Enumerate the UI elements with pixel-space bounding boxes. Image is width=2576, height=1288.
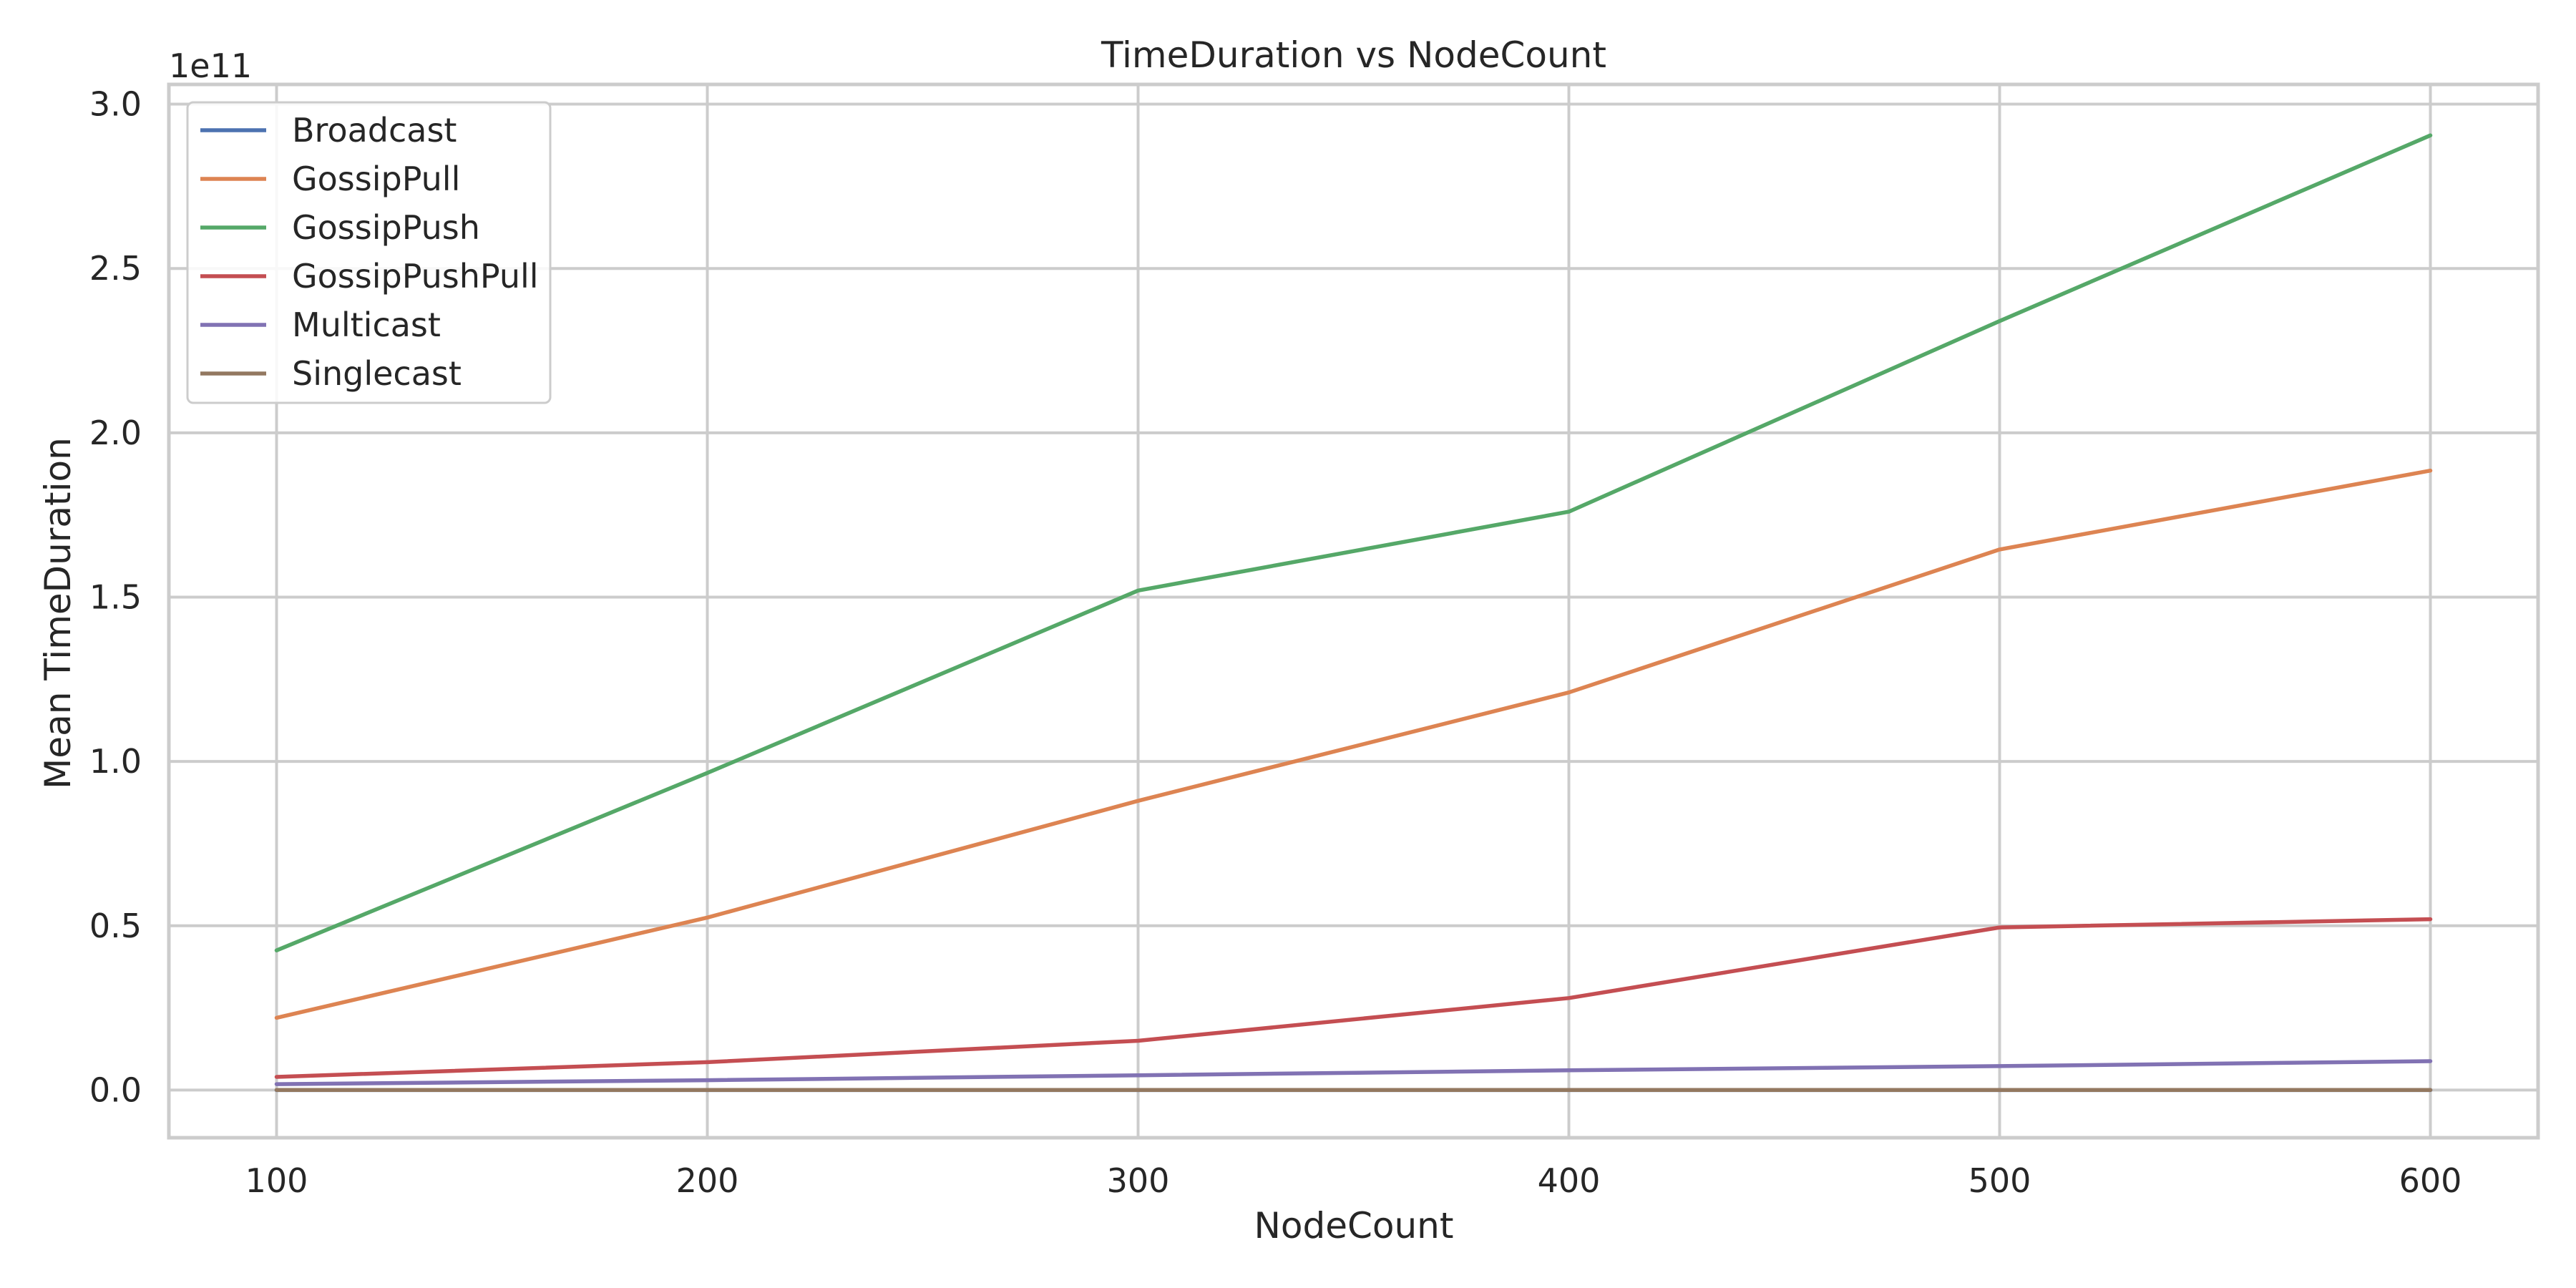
plot-frame bbox=[167, 82, 2540, 1140]
y-axis-label: Mean TimeDuration bbox=[37, 437, 79, 789]
legend-label: GossipPush bbox=[292, 208, 480, 247]
chart-title: TimeDuration vs NodeCount bbox=[1101, 34, 1606, 76]
legend-label: GossipPushPull bbox=[292, 257, 539, 296]
series-line-gossippush bbox=[274, 133, 2433, 952]
y-tick-label: 3.0 bbox=[89, 85, 142, 124]
series-line-gossippull bbox=[274, 468, 2433, 1020]
x-tick-label: 300 bbox=[1107, 1161, 1170, 1200]
y-tick-label: 0.0 bbox=[89, 1070, 142, 1109]
x-axis-ticks: 100 200 300 400 500 600 bbox=[245, 1161, 2462, 1200]
legend-items: Broadcast GossipPull GossipPush GossipPushP… bbox=[200, 111, 539, 393]
y-tick-label: 2.0 bbox=[89, 414, 142, 452]
x-tick-label: 200 bbox=[676, 1161, 739, 1200]
x-tick-label: 400 bbox=[1538, 1161, 1601, 1200]
legend-label: Singlecast bbox=[292, 354, 462, 393]
y-tick-label: 1.0 bbox=[89, 742, 142, 781]
x-axis-label: NodeCount bbox=[1254, 1205, 1454, 1246]
series-line-multicast bbox=[274, 1059, 2433, 1086]
legend: Broadcast GossipPull GossipPush GossipPushP… bbox=[186, 101, 552, 404]
x-tick-label: 600 bbox=[2399, 1161, 2462, 1200]
legend-label: GossipPull bbox=[292, 160, 460, 198]
legend-label: Broadcast bbox=[292, 111, 457, 150]
y-tick-label: 0.5 bbox=[89, 907, 142, 945]
legend-label: Multicast bbox=[292, 306, 441, 344]
x-tick-label: 100 bbox=[245, 1161, 308, 1200]
series-line-gossippushpull bbox=[274, 917, 2433, 1079]
series-layer bbox=[274, 133, 2433, 1093]
legend-box bbox=[186, 101, 552, 404]
y-axis-ticks: 0.0 0.5 1.0 1.5 2.0 2.5 3.0 bbox=[89, 85, 142, 1110]
y-tick-label: 1.5 bbox=[89, 577, 142, 616]
y-tick-label: 2.5 bbox=[89, 249, 142, 288]
y-axis-offset-label: 1e11 bbox=[169, 47, 252, 85]
x-tick-label: 500 bbox=[1968, 1161, 2031, 1200]
